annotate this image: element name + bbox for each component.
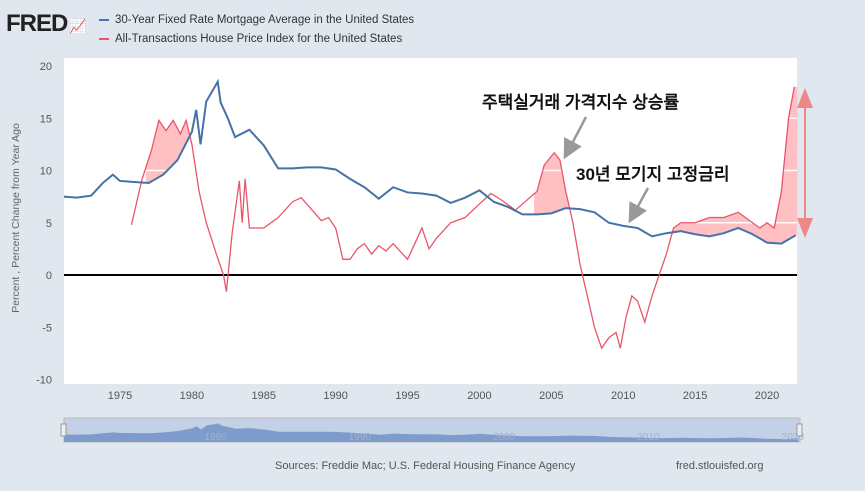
highlight-fill (534, 152, 570, 215)
navigator-label: 2010 (637, 432, 660, 443)
y-tick-label: 15 (40, 113, 52, 125)
legend-item-mortgage[interactable]: 30-Year Fixed Rate Mortgage Average in t… (99, 14, 414, 26)
x-tick-label: 1995 (395, 390, 419, 402)
highlight-fill (145, 120, 190, 184)
x-tick-label: 2000 (467, 390, 491, 402)
y-tick-label: 0 (46, 270, 52, 282)
navigator-label: 2020 (782, 432, 805, 443)
x-tick-label: 1975 (108, 390, 132, 402)
annotation-mortgage: 30년 모기지 고정금리 (576, 165, 729, 224)
x-tick-label: 1985 (252, 390, 276, 402)
x-tick-label: 2010 (611, 390, 635, 402)
legend-label: All-Transactions House Price Index for t… (115, 33, 403, 45)
annotation-mortgage-label: 30년 모기지 고정금리 (576, 165, 729, 184)
highlight-fill (672, 86, 798, 244)
navigator-label: 1990 (349, 432, 372, 443)
x-tick-label: 2015 (683, 390, 707, 402)
navigator-handle-right[interactable] (796, 423, 803, 437)
fred-logo[interactable]: FRED 📈 (6, 10, 87, 37)
x-tick-label: 2005 (539, 390, 563, 402)
plot-area (64, 58, 797, 384)
double-arrow-icon (797, 88, 813, 238)
navigator-series (64, 423, 799, 442)
chart-logo-icon: 📈 (69, 18, 86, 34)
site-link[interactable]: fred.stlouisfed.org (676, 460, 764, 472)
legend-label: 30-Year Fixed Rate Mortgage Average in t… (115, 14, 415, 26)
hpi-series-line (130, 86, 795, 350)
x-tick-label: 1980 (180, 390, 204, 402)
annotation-hpi: 주택실거래 가격지수 상승률 (482, 93, 679, 160)
sources-text: Sources: Freddie Mac; U.S. Federal Housi… (275, 460, 576, 472)
y-tick-label: -10 (36, 375, 52, 387)
navigator-label: 2000 (493, 432, 516, 443)
x-tick-label: 2020 (755, 390, 779, 402)
navigator[interactable]: 1980 1990 2000 2010 2020 (60, 417, 805, 443)
annotation-arrow (563, 116, 588, 160)
x-tick-label: 1990 (323, 390, 347, 402)
mortgage-series-line (63, 78, 797, 245)
navigator-handle-left[interactable] (60, 423, 67, 437)
annotation-hpi-label: 주택실거래 가격지수 상승률 (482, 93, 679, 112)
y-tick-label: 10 (40, 166, 52, 178)
y-tick-label: 20 (40, 61, 52, 73)
y-tick-label: -5 (42, 322, 52, 334)
annotation-arrow (628, 187, 650, 224)
legend-item-hpi[interactable]: All-Transactions House Price Index for t… (99, 33, 402, 45)
y-tick-label: 5 (46, 218, 52, 230)
navigator-label: 1980 (204, 432, 227, 443)
